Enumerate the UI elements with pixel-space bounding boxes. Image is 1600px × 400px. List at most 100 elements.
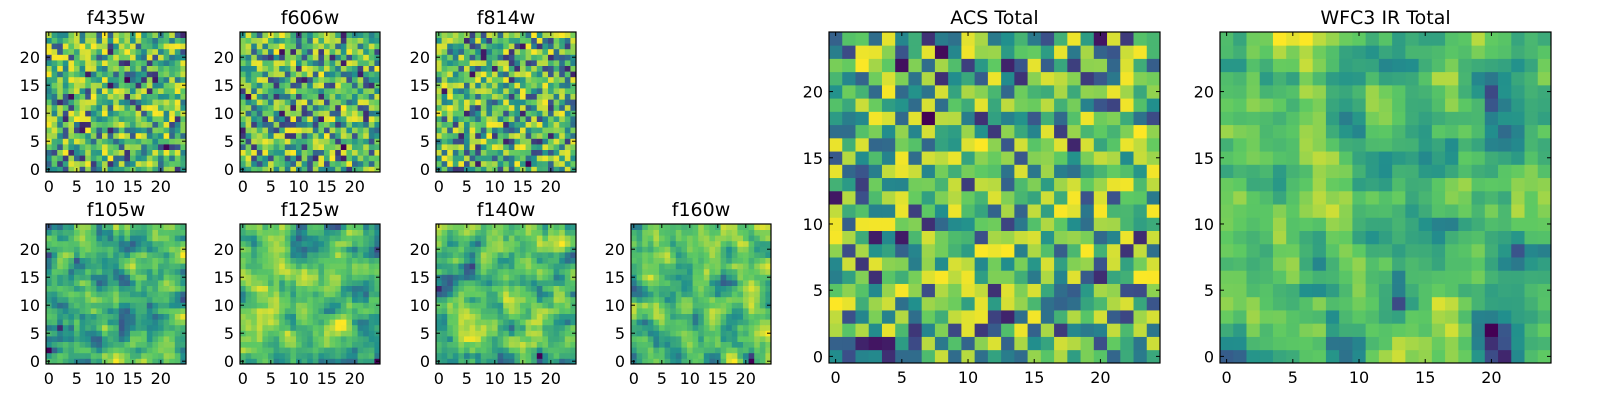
heatmap-cell: [520, 71, 526, 78]
heatmap-cell: [759, 358, 766, 365]
heatmap-cell: [1067, 230, 1081, 245]
heatmap-cell: [284, 48, 291, 55]
heatmap-cell: [329, 330, 336, 337]
heatmap-cell: [90, 54, 97, 61]
heatmap-cell: [279, 144, 286, 150]
heatmap-cell: [441, 93, 448, 100]
heatmap-cell: [352, 121, 358, 128]
heatmap-cell: [90, 160, 97, 167]
heatmap-cell: [301, 330, 308, 337]
heatmap-cell: [301, 341, 308, 348]
heatmap-cell: [520, 274, 526, 281]
heatmap-cell: [57, 263, 64, 270]
heatmap-cell: [57, 144, 64, 150]
heatmap-cell: [169, 43, 176, 50]
heatmap-cell: [284, 324, 291, 331]
heatmap-cell: [497, 37, 504, 44]
heatmap-cell: [146, 341, 153, 348]
heatmap-cell: [447, 313, 454, 320]
y-tick-label: 5: [615, 324, 625, 343]
heatmap-cell: [368, 54, 375, 61]
heatmap-cell: [279, 43, 286, 50]
heatmap-cell: [486, 347, 493, 354]
heatmap-cell: [141, 235, 148, 242]
heatmap-cell: [79, 138, 86, 145]
heatmap-cell: [340, 285, 347, 292]
heatmap-cell: [514, 71, 521, 78]
heatmap-cell: [113, 132, 120, 139]
heatmap-cell: [642, 302, 649, 309]
heatmap-cell: [475, 166, 482, 173]
heatmap-cell: [62, 313, 69, 320]
heatmap-cell: [508, 235, 515, 242]
heatmap-cell: [743, 319, 749, 326]
heatmap-cell: [335, 82, 342, 89]
heatmap-cell: [670, 313, 677, 320]
heatmap-cell: [553, 263, 560, 270]
heatmap-cell: [146, 93, 153, 100]
heatmap-cell: [329, 291, 336, 298]
heatmap-cell: [318, 268, 325, 275]
heatmap-cell: [135, 127, 142, 134]
heatmap-cell: [1040, 177, 1055, 192]
heatmap-cell: [1014, 283, 1028, 298]
heatmap-cell: [357, 132, 364, 139]
heatmap-cell: [664, 313, 671, 320]
heatmap-cell: [492, 88, 498, 94]
heatmap-cell: [312, 246, 319, 253]
heatmap-cell: [152, 257, 159, 264]
heatmap-cell: [124, 43, 131, 50]
heatmap-cell: [447, 43, 454, 50]
heatmap-cell: [329, 252, 336, 258]
heatmap-cell: [124, 127, 131, 134]
heatmap-cell: [245, 65, 252, 72]
heatmap-cell: [169, 160, 176, 167]
heatmap-cell: [441, 155, 448, 162]
heatmap-cell: [452, 60, 459, 66]
heatmap-cell: [1027, 349, 1042, 364]
heatmap-cell: [647, 330, 654, 337]
y-tick-label: 5: [30, 324, 40, 343]
heatmap-cell: [124, 155, 131, 162]
heatmap-cell: [1067, 270, 1081, 284]
heatmap-cell: [174, 110, 181, 117]
heatmap-cell: [570, 252, 577, 258]
plot-frame: [239, 31, 381, 173]
heatmap-cell: [296, 82, 302, 89]
heatmap-cell: [464, 291, 470, 298]
heatmap-cell: [169, 246, 176, 253]
heatmap-cell: [62, 280, 69, 286]
heatmap-cell: [497, 246, 504, 253]
heatmap-cell: [307, 274, 314, 281]
heatmap-cell: [240, 127, 246, 134]
heatmap-cell: [307, 37, 314, 44]
heatmap-cell: [340, 132, 347, 139]
heatmap-cell: [895, 230, 909, 245]
heatmap-cell: [262, 116, 269, 122]
heatmap-cell: [307, 352, 314, 359]
heatmap-cell: [536, 302, 543, 309]
heatmap-cell: [542, 224, 549, 230]
heatmap-cell: [368, 347, 375, 354]
heatmap-cell: [85, 48, 92, 55]
heatmap-cell: [113, 268, 120, 275]
heatmap-cell: [312, 235, 319, 242]
heatmap-cell: [363, 144, 370, 150]
heatmap-cell: [312, 352, 319, 359]
heatmap-cell: [469, 65, 476, 72]
heatmap-cell: [68, 240, 75, 247]
heatmap-cell: [921, 204, 936, 218]
heatmap-cell: [1107, 204, 1121, 218]
heatmap-cell: [279, 246, 286, 253]
heatmap-cell: [57, 235, 64, 242]
heatmap-cell: [464, 132, 470, 139]
heatmap-cell: [642, 229, 649, 236]
heatmap-cell: [452, 358, 459, 365]
heatmap-cell: [441, 138, 448, 145]
heatmap-cell: [57, 88, 64, 94]
heatmap-cells: [829, 32, 1161, 364]
heatmap-cell: [974, 310, 989, 324]
heatmap-cell: [107, 54, 114, 61]
heatmap-cell: [163, 160, 170, 167]
heatmap-cell: [855, 190, 870, 205]
